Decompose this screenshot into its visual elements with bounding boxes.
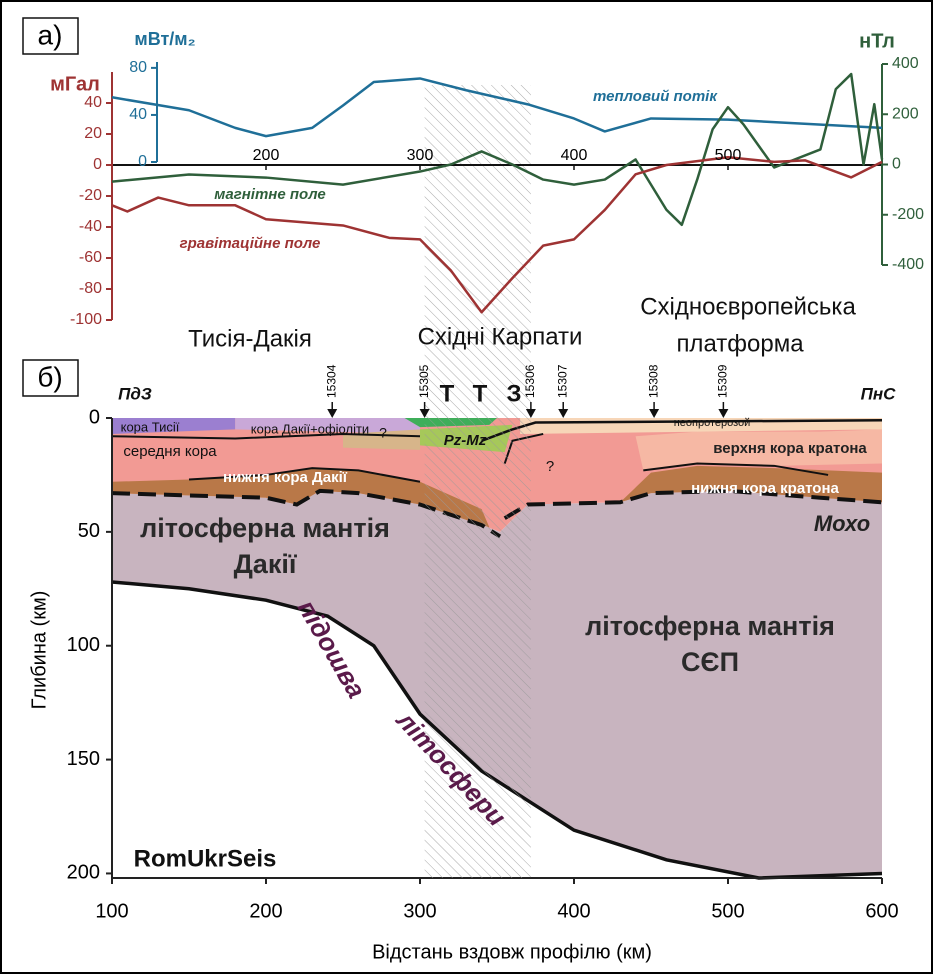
x-tick-label: 400 bbox=[561, 147, 588, 164]
station-label: 15306 bbox=[523, 364, 537, 398]
station-marker bbox=[558, 409, 568, 418]
axis-unit: мВт/м₂ bbox=[134, 29, 195, 49]
x-tick-label: 300 bbox=[407, 147, 434, 164]
region-label: ПдЗ bbox=[118, 384, 152, 403]
y-tick-label: 40 bbox=[84, 94, 102, 111]
y-tick-label: 0 bbox=[892, 156, 901, 173]
y-tick-label: -80 bbox=[79, 280, 102, 297]
y-tick-label: -60 bbox=[79, 249, 102, 266]
y-tick-label: -40 bbox=[79, 218, 102, 235]
panel-label: б) bbox=[37, 361, 62, 392]
axis-unit: мГал bbox=[50, 73, 100, 95]
station-label: 15305 bbox=[417, 364, 431, 398]
region-label: Тисія-Дакія bbox=[188, 325, 312, 352]
x-tick-label: 200 bbox=[249, 900, 282, 922]
y-tick-label: 40 bbox=[129, 106, 147, 123]
series-label: магнітне поле bbox=[214, 186, 325, 203]
x-tick-label: 400 bbox=[557, 900, 590, 922]
region-label: кора Дакії+офіоліти bbox=[251, 421, 369, 436]
region-label: Т bbox=[473, 380, 488, 407]
y-axis-label: Глибина (км) bbox=[28, 591, 50, 710]
region-label: платформа bbox=[676, 330, 804, 357]
region-label: нижня кора кратона bbox=[691, 480, 839, 497]
station-marker bbox=[327, 409, 337, 418]
x-axis-label: Відстань вздовж профілю (км) bbox=[372, 941, 652, 963]
region-label: середня кора bbox=[123, 443, 217, 460]
y-tick-label: 50 bbox=[78, 520, 100, 542]
y-tick-label: 150 bbox=[67, 748, 100, 770]
series-label: тепловий потік bbox=[593, 88, 718, 105]
x-tick-label: 600 bbox=[865, 900, 898, 922]
region-label: Т bbox=[440, 380, 455, 407]
region-label: нижня кора Дакії bbox=[223, 469, 348, 486]
region-label: літосферна мантія bbox=[140, 513, 390, 543]
page: {"chart_data":[ {"type":"line","panel_la… bbox=[0, 0, 933, 979]
y-tick-label: 0 bbox=[89, 406, 100, 428]
y-tick-label: 400 bbox=[892, 55, 919, 72]
station-label: 15308 bbox=[646, 364, 660, 398]
x-tick-label: 500 bbox=[715, 147, 742, 164]
y-tick-label: -200 bbox=[892, 206, 924, 223]
region-label: СЄП bbox=[681, 647, 739, 677]
region-label: Східні Карпати bbox=[418, 323, 583, 350]
region-label: ? bbox=[379, 425, 387, 441]
region-label: літосферна мантія bbox=[585, 611, 835, 641]
region-label: Pz-Mz bbox=[444, 432, 487, 449]
region-label: RomUkrSeis bbox=[134, 845, 277, 872]
region-label: верхня кора кратона bbox=[713, 440, 867, 457]
station-label: 15309 bbox=[716, 364, 730, 398]
region-label: З bbox=[506, 380, 521, 407]
axis-unit: нТл bbox=[859, 30, 895, 52]
region-label: кора Тисії bbox=[121, 419, 180, 434]
y-tick-label: -400 bbox=[892, 256, 924, 273]
panel-label: а) bbox=[38, 19, 63, 50]
series-label: гравітаційне поле bbox=[180, 235, 321, 252]
y-tick-label: -100 bbox=[70, 311, 102, 328]
region-label: ? bbox=[546, 458, 554, 475]
station-label: 15304 bbox=[324, 364, 338, 398]
y-tick-label: 80 bbox=[129, 59, 147, 76]
y-tick-label: -20 bbox=[79, 187, 102, 204]
y-tick-label: 20 bbox=[84, 125, 102, 142]
y-tick-label: 100 bbox=[67, 634, 100, 656]
region-label: Мохо bbox=[814, 511, 870, 536]
station-label: 15307 bbox=[555, 364, 569, 398]
x-tick-label: 100 bbox=[95, 900, 128, 922]
region-label: ПнС bbox=[861, 384, 896, 403]
station-marker bbox=[649, 409, 659, 418]
y-tick-label: 200 bbox=[892, 105, 919, 122]
region-label: Східноєвропейська bbox=[640, 293, 856, 320]
figure: 050100150200100200300400500600Відстань в… bbox=[0, 0, 933, 974]
y-tick-label: 0 bbox=[138, 153, 147, 170]
x-tick-label: 300 bbox=[403, 900, 436, 922]
x-tick-label: 200 bbox=[253, 147, 280, 164]
y-tick-label: 0 bbox=[93, 156, 102, 173]
region-label: неопротерозой bbox=[674, 417, 751, 429]
y-tick-label: 200 bbox=[67, 862, 100, 884]
x-tick-label: 500 bbox=[711, 900, 744, 922]
region-label: Дакії bbox=[234, 549, 298, 579]
